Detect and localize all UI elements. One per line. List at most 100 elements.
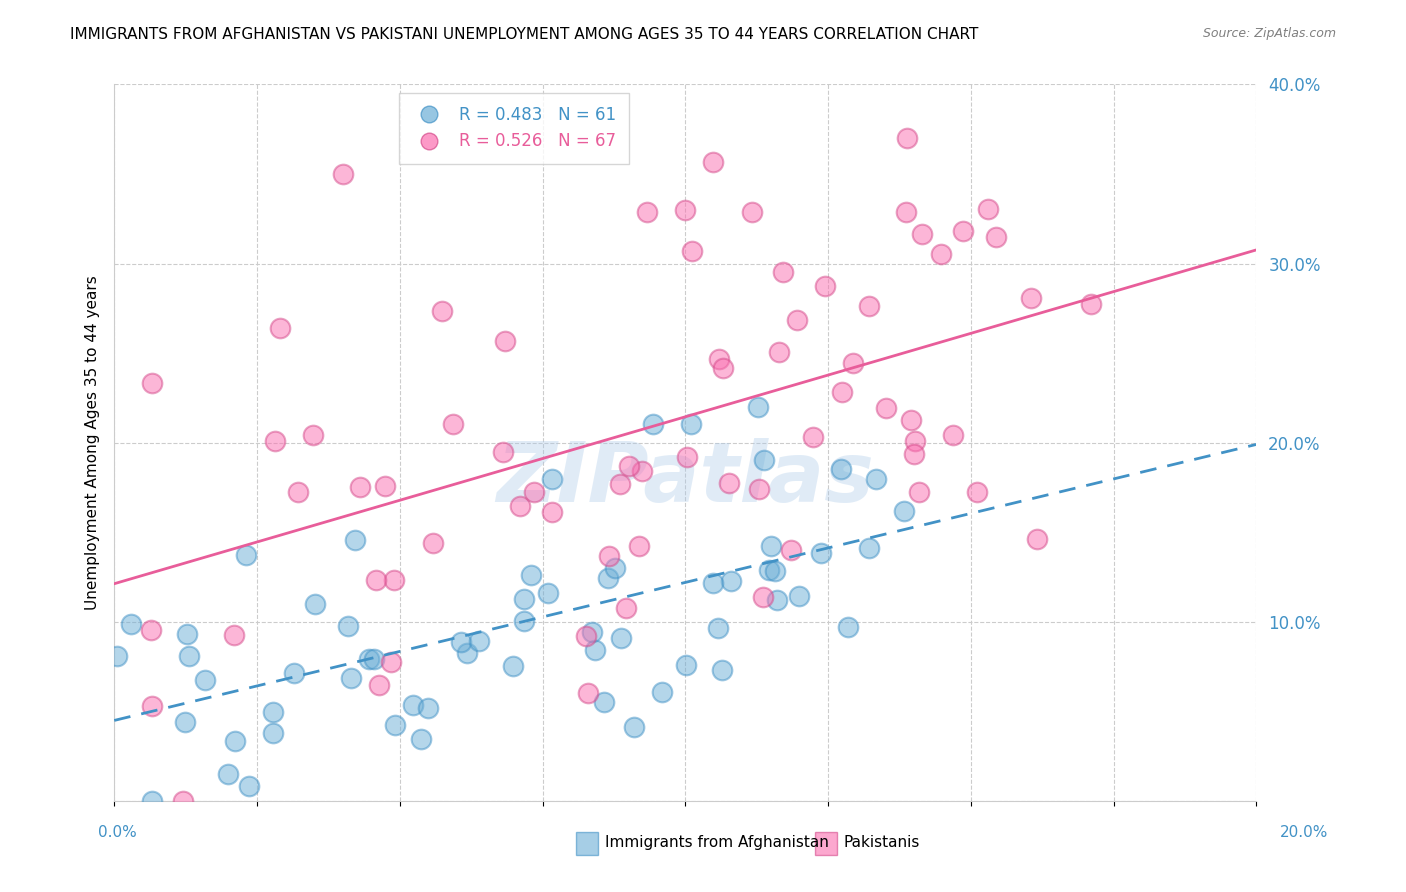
Pakistanis — [631, 464, 654, 478]
Immigrants from Afghanistan — [598, 571, 620, 585]
Immigrants from Afghanistan — [402, 698, 425, 713]
Pakistanis — [984, 230, 1007, 244]
Immigrants from Afghanistan — [747, 400, 769, 414]
Immigrants from Afghanistan — [593, 695, 616, 709]
Immigrants from Afghanistan — [304, 597, 326, 611]
Pakistanis — [287, 485, 309, 500]
Immigrants from Afghanistan — [468, 634, 491, 648]
Immigrants from Afghanistan — [283, 666, 305, 681]
Immigrants from Afghanistan — [120, 616, 142, 631]
Pakistanis — [139, 623, 162, 637]
Immigrants from Afghanistan — [893, 504, 915, 518]
Text: 20.0%: 20.0% — [1281, 825, 1329, 840]
Immigrants from Afghanistan — [343, 533, 366, 548]
Pakistanis — [172, 794, 194, 808]
Pakistanis — [141, 698, 163, 713]
Immigrants from Afghanistan — [581, 624, 603, 639]
Pakistanis — [929, 247, 952, 261]
Pakistanis — [1019, 291, 1042, 305]
Pakistanis — [977, 202, 1000, 216]
Immigrants from Afghanistan — [706, 621, 728, 635]
Immigrants from Afghanistan — [513, 614, 536, 628]
Pakistanis — [636, 204, 658, 219]
Pakistanis — [711, 361, 734, 376]
Immigrants from Afghanistan — [865, 472, 887, 486]
FancyBboxPatch shape — [815, 832, 837, 855]
Immigrants from Afghanistan — [336, 619, 359, 633]
Immigrants from Afghanistan — [262, 726, 284, 740]
Immigrants from Afghanistan — [763, 564, 786, 578]
Pakistanis — [382, 573, 405, 587]
Y-axis label: Unemployment Among Ages 35 to 44 years: Unemployment Among Ages 35 to 44 years — [86, 276, 100, 610]
Pakistanis — [752, 590, 775, 604]
Text: ZIPatlas: ZIPatlas — [496, 438, 875, 519]
Pakistanis — [772, 265, 794, 279]
Pakistanis — [814, 278, 837, 293]
Pakistanis — [523, 484, 546, 499]
Immigrants from Afghanistan — [837, 619, 859, 633]
Pakistanis — [269, 321, 291, 335]
Immigrants from Afghanistan — [235, 548, 257, 562]
Immigrants from Afghanistan — [810, 546, 832, 560]
Immigrants from Afghanistan — [759, 539, 782, 553]
Immigrants from Afghanistan — [194, 673, 217, 687]
Immigrants from Afghanistan — [711, 663, 734, 677]
Immigrants from Afghanistan — [610, 631, 633, 645]
Immigrants from Afghanistan — [787, 589, 810, 603]
Pakistanis — [609, 477, 631, 491]
Pakistanis — [380, 655, 402, 669]
Pakistanis — [801, 430, 824, 444]
Pakistanis — [718, 476, 741, 491]
Pakistanis — [302, 428, 325, 442]
Pakistanis — [707, 352, 730, 367]
FancyBboxPatch shape — [576, 832, 598, 855]
Pakistanis — [1080, 297, 1102, 311]
Text: Pakistanis: Pakistanis — [844, 836, 920, 850]
Immigrants from Afghanistan — [340, 672, 363, 686]
Pakistanis — [1026, 533, 1049, 547]
Pakistanis — [492, 445, 515, 459]
Pakistanis — [441, 417, 464, 432]
Pakistanis — [614, 600, 637, 615]
Immigrants from Afghanistan — [411, 732, 433, 747]
Pakistanis — [264, 434, 287, 448]
Pakistanis — [494, 334, 516, 348]
Immigrants from Afghanistan — [262, 705, 284, 719]
Immigrants from Afghanistan — [238, 779, 260, 793]
Pakistanis — [942, 427, 965, 442]
Text: Source: ZipAtlas.com: Source: ZipAtlas.com — [1202, 27, 1336, 40]
Pakistanis — [349, 480, 371, 494]
Immigrants from Afghanistan — [537, 586, 560, 600]
Immigrants from Afghanistan — [450, 634, 472, 648]
Pakistanis — [786, 312, 808, 326]
Pakistanis — [374, 479, 396, 493]
Pakistanis — [842, 356, 865, 370]
Immigrants from Afghanistan — [681, 417, 703, 432]
Legend: R = 0.483   N = 61, R = 0.526   N = 67: R = 0.483 N = 61, R = 0.526 N = 67 — [399, 93, 630, 164]
Immigrants from Afghanistan — [651, 685, 673, 699]
Immigrants from Afghanistan — [752, 453, 775, 467]
Immigrants from Afghanistan — [520, 568, 543, 582]
Immigrants from Afghanistan — [177, 648, 200, 663]
Pakistanis — [681, 244, 703, 259]
Pakistanis — [576, 686, 599, 700]
Immigrants from Afghanistan — [830, 461, 852, 475]
Immigrants from Afghanistan — [502, 659, 524, 673]
Pakistanis — [911, 227, 934, 241]
Immigrants from Afghanistan — [720, 574, 742, 589]
Pakistanis — [540, 505, 562, 519]
Immigrants from Afghanistan — [217, 766, 239, 780]
Pakistanis — [422, 536, 444, 550]
Immigrants from Afghanistan — [512, 591, 534, 606]
Immigrants from Afghanistan — [173, 715, 195, 730]
Pakistanis — [952, 224, 974, 238]
Pakistanis — [224, 627, 246, 641]
Pakistanis — [430, 303, 453, 318]
Pakistanis — [628, 539, 651, 553]
Pakistanis — [896, 131, 918, 145]
Immigrants from Afghanistan — [141, 794, 163, 808]
Pakistanis — [366, 573, 388, 587]
Pakistanis — [702, 155, 724, 169]
Pakistanis — [904, 434, 927, 449]
Immigrants from Afghanistan — [765, 593, 787, 607]
